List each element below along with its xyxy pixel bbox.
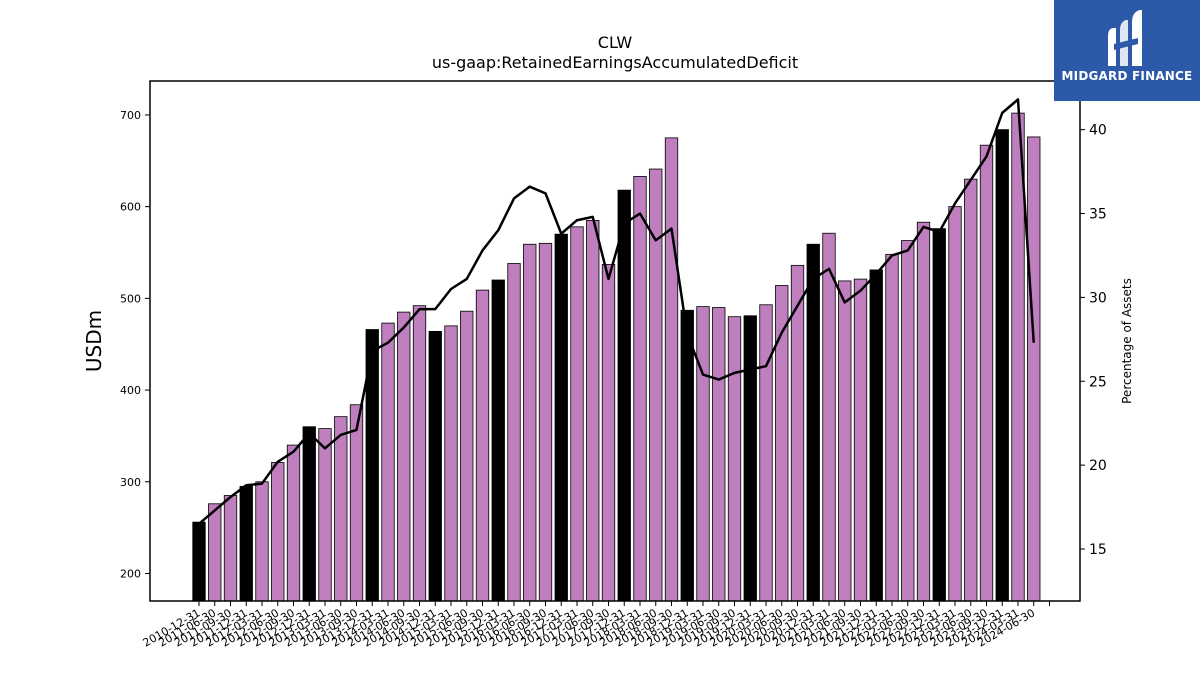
bar	[507, 263, 521, 602]
percentage-line	[198, 98, 1035, 525]
bar	[397, 311, 411, 602]
bar	[838, 280, 852, 602]
bar	[586, 219, 600, 602]
bar	[727, 316, 742, 602]
bar	[853, 278, 868, 602]
bar	[460, 310, 474, 602]
bar	[208, 503, 222, 602]
y-axis-label-left: USDm	[82, 310, 106, 372]
bar	[916, 221, 931, 602]
bar-series	[192, 112, 1041, 602]
y-tick-label: 300	[120, 476, 141, 489]
bar	[1027, 136, 1041, 602]
bar	[743, 315, 757, 602]
brand-logo: MIDGARD FINANCE	[1054, 0, 1200, 101]
plot-frame	[149, 80, 1081, 602]
chart-title: CLW	[598, 33, 633, 52]
bar	[554, 233, 568, 602]
bar	[286, 444, 301, 602]
bar	[491, 279, 505, 602]
y-right-tick-label: 35	[1089, 207, 1107, 223]
y-right-tick-label: 25	[1089, 374, 1107, 390]
bar	[428, 330, 442, 602]
bar	[680, 309, 694, 602]
bar	[349, 404, 364, 602]
x-axis: 2010-12-312011-06-302011-09-302011-12-31…	[141, 601, 1050, 650]
bar	[444, 325, 458, 602]
bar	[664, 137, 679, 602]
chart-subtitle: us-gaap:RetainedEarningsAccumulatedDefic…	[432, 53, 798, 72]
bar	[255, 481, 269, 602]
bar	[302, 426, 316, 602]
y-tick-label: 600	[120, 201, 141, 214]
bar	[381, 322, 395, 602]
bar	[192, 521, 206, 602]
bar	[885, 253, 899, 602]
bar	[570, 226, 584, 602]
bar	[712, 307, 726, 602]
bar	[334, 416, 348, 602]
bar	[475, 289, 490, 602]
y-tick-label: 700	[120, 109, 141, 122]
y-right-tick-label: 20	[1089, 458, 1107, 474]
bar	[948, 206, 962, 602]
y-axis-right: 15 20 25 30 35 40	[1080, 123, 1107, 558]
bar	[223, 495, 238, 602]
bar	[869, 269, 883, 602]
bar	[696, 306, 710, 602]
y-tick-label: 400	[120, 384, 141, 397]
bar	[271, 462, 285, 602]
bar	[901, 240, 915, 602]
y-axis-label-right: Percentage of Assets	[1120, 278, 1134, 404]
bar	[822, 232, 836, 602]
bar	[617, 189, 631, 602]
bar	[932, 228, 946, 602]
bar	[523, 243, 537, 602]
y-axis-left: 200 300 400 500 600 700	[120, 109, 150, 580]
y-right-tick-label: 15	[1089, 542, 1107, 558]
bar	[601, 264, 616, 602]
brand-name: MIDGARD FINANCE	[1061, 69, 1193, 83]
bar	[318, 428, 332, 602]
bar	[979, 144, 994, 602]
y-right-tick-label: 30	[1089, 290, 1107, 306]
y-right-tick-label: 40	[1089, 123, 1107, 139]
bar	[964, 178, 978, 602]
bar	[633, 175, 647, 602]
midgard-logo-icon	[1108, 10, 1142, 66]
bar	[806, 243, 820, 602]
bar	[412, 305, 427, 602]
bar	[995, 129, 1009, 602]
y-tick-label: 200	[120, 567, 141, 580]
bar	[538, 242, 553, 602]
bar	[239, 485, 253, 602]
y-tick-label: 500	[120, 292, 141, 305]
bar	[759, 304, 773, 602]
